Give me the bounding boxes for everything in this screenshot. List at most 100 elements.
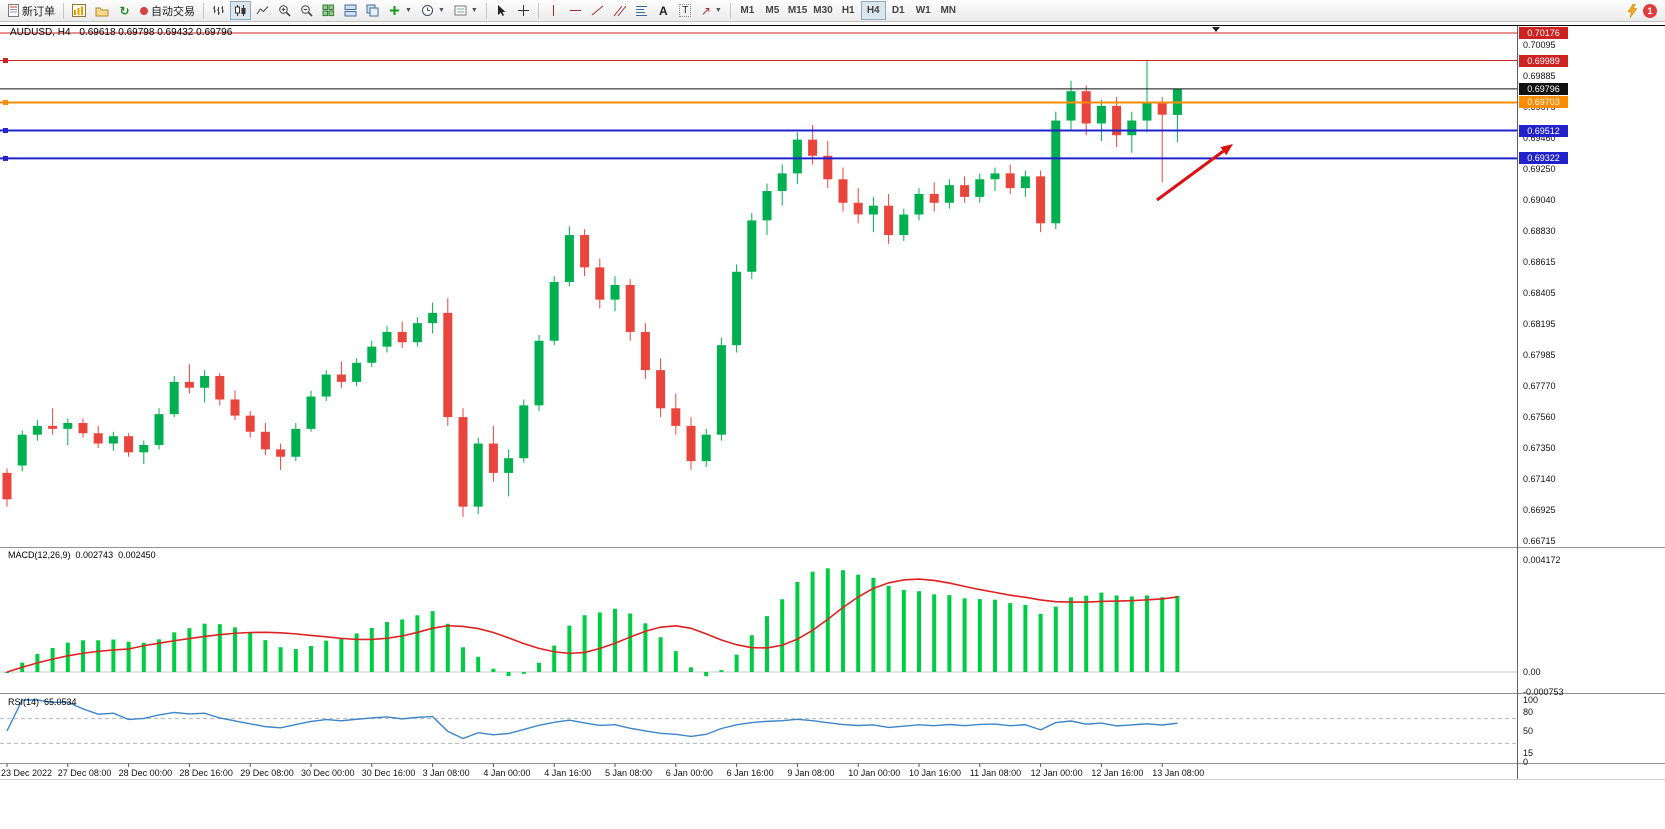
chart-canvas[interactable]	[0, 22, 1665, 829]
trend-arrow[interactable]	[1156, 144, 1233, 202]
chart-type-candles-button[interactable]	[230, 1, 251, 20]
current-bar-marker-icon	[1212, 27, 1220, 32]
notification-badge[interactable]: 1	[1643, 3, 1657, 18]
add-indicator-button[interactable]: ▼	[384, 1, 416, 20]
time-axis-label: 5 Jan 08:00	[605, 768, 653, 778]
autotrading-label: 自动交易	[151, 5, 195, 18]
timeframe-m30-button[interactable]: M30	[810, 1, 835, 20]
periods-button[interactable]: ▼	[417, 1, 449, 20]
text-label-icon: T	[679, 4, 692, 17]
horizontal-line-button[interactable]	[565, 1, 586, 20]
price-axis-label: 0.67560	[1523, 412, 1556, 423]
price-level-badge: 0.70176	[1519, 27, 1568, 40]
time-axis-label: 6 Jan 16:00	[726, 768, 774, 778]
refresh-button[interactable]: ↻	[114, 1, 135, 20]
template-icon	[454, 4, 467, 17]
trendline-button[interactable]	[587, 1, 608, 20]
arrange-windows-icon	[344, 4, 357, 17]
arrow-shapes-button[interactable]: ↗ ▼	[697, 1, 726, 20]
time-axis-label: 10 Jan 16:00	[909, 768, 962, 778]
macd-main-value: 0.002743	[75, 550, 114, 560]
lightning-icon[interactable]	[1627, 3, 1638, 18]
rsi-axis-label: 100	[1523, 695, 1539, 705]
new-order-button[interactable]: 新订单	[4, 1, 59, 20]
timeframe-h1-button[interactable]: H1	[836, 1, 861, 20]
cascade-windows-button[interactable]	[362, 1, 383, 20]
timeframe-group: M1 M5 M15 M30 H1 H4 D1 W1 MN	[735, 1, 961, 20]
chevron-down-icon: ▼	[470, 7, 478, 14]
price-axis-label: 0.70095	[1523, 39, 1556, 50]
timeframe-w1-button[interactable]: W1	[911, 1, 936, 20]
rsi-axis-label: 50	[1523, 726, 1534, 736]
text-icon: A	[658, 3, 668, 18]
autotrading-button[interactable]: 自动交易	[136, 1, 199, 20]
toolbar-separator	[537, 2, 539, 19]
timeframe-mn-button[interactable]: MN	[936, 1, 961, 20]
toolbar-separator	[63, 2, 64, 19]
time-axis-label: 13 Jan 08:00	[1152, 768, 1205, 778]
text-button[interactable]: A	[653, 1, 674, 20]
rsi-name: RSI(14)	[8, 697, 40, 707]
zoom-in-button[interactable]	[274, 1, 295, 20]
macd-label: MACD(12,26,9) 0.002743 0.002450	[8, 550, 161, 560]
fibonacci-button[interactable]	[631, 1, 652, 20]
vertical-line-button[interactable]	[543, 1, 564, 20]
tile-windows-icon	[322, 4, 335, 17]
time-axis-label: 30 Dec 00:00	[301, 768, 355, 778]
time-axis-label: 6 Jan 00:00	[665, 768, 713, 778]
candlestick-icon	[234, 4, 247, 17]
timeframe-m1-button[interactable]: M1	[735, 1, 760, 20]
rsi-label: RSI(14) 65.0534	[8, 697, 82, 707]
price-axis-label: 0.67140	[1523, 473, 1556, 484]
equidistant-channel-button[interactable]	[609, 1, 630, 20]
tile-windows-button[interactable]	[318, 1, 339, 20]
timeframe-m15-button[interactable]: M15	[785, 1, 810, 20]
profiles-button[interactable]	[91, 1, 113, 20]
macd-axis-label: 0.00	[1523, 667, 1541, 677]
chart-type-line-button[interactable]	[252, 1, 273, 20]
cursor-button[interactable]	[491, 1, 512, 20]
chart-objects[interactable]	[0, 32, 1517, 161]
timeframe-m5-button[interactable]: M5	[760, 1, 785, 20]
vertical-line-icon	[547, 4, 560, 17]
zoom-in-icon	[278, 4, 291, 17]
price-axis-label: 0.68195	[1523, 318, 1556, 329]
zoom-out-icon	[300, 4, 313, 17]
cursor-icon	[495, 4, 508, 17]
price-axis-label: 0.69460	[1523, 133, 1556, 144]
price-axis-label: 0.69250	[1523, 163, 1556, 174]
chart-frame	[0, 25, 1665, 780]
price-level-badge: 0.69989	[1519, 54, 1568, 67]
timeframe-h4-button[interactable]: H4	[860, 1, 886, 20]
arrange-windows-button[interactable]	[340, 1, 361, 20]
time-axis-label: 28 Dec 00:00	[118, 768, 173, 778]
price-axis-label: 0.68830	[1523, 225, 1556, 236]
crosshair-button[interactable]	[513, 1, 534, 20]
time-axis-label: 4 Jan 16:00	[544, 768, 592, 778]
time-axis-label: 27 Dec 08:00	[57, 768, 112, 778]
price-axis-label: 0.67985	[1523, 349, 1556, 360]
macd-axis-label: -0.000753	[1523, 687, 1564, 697]
time-axis-label: 4 Jan 00:00	[483, 768, 531, 778]
time-axis-label: 12 Jan 16:00	[1091, 768, 1144, 778]
chart-area: AUDUSD, H4 0.69618 0.69798 0.69432 0.697…	[0, 22, 1665, 829]
macd-name: MACD(12,26,9)	[8, 550, 71, 560]
price-level-badge: 0.69512	[1519, 124, 1568, 137]
templates-button[interactable]: ▼	[450, 1, 482, 20]
text-label-button[interactable]: T	[675, 1, 696, 20]
toolbar-separator	[729, 2, 731, 19]
timeframe-d1-button[interactable]: D1	[886, 1, 911, 20]
price-axis-label: 0.67350	[1523, 442, 1556, 453]
time-axis-label: 28 Dec 16:00	[179, 768, 233, 778]
toolbar-separator	[485, 2, 487, 19]
time-axis-label: 9 Jan 08:00	[787, 768, 835, 778]
zoom-out-button[interactable]	[296, 1, 317, 20]
charts-window-icon	[72, 4, 86, 17]
charts-window-button[interactable]	[68, 1, 90, 20]
time-axis-label: 11 Jan 08:00	[969, 768, 1022, 778]
chart-ohlc-values: 0.69618 0.69798 0.69432 0.69796	[79, 27, 233, 38]
macd-series	[0, 568, 1517, 677]
chart-type-bars-button[interactable]	[208, 1, 229, 20]
chart-title: AUDUSD, H4 0.69618 0.69798 0.69432 0.697…	[10, 27, 232, 38]
cascade-windows-icon	[366, 4, 379, 17]
